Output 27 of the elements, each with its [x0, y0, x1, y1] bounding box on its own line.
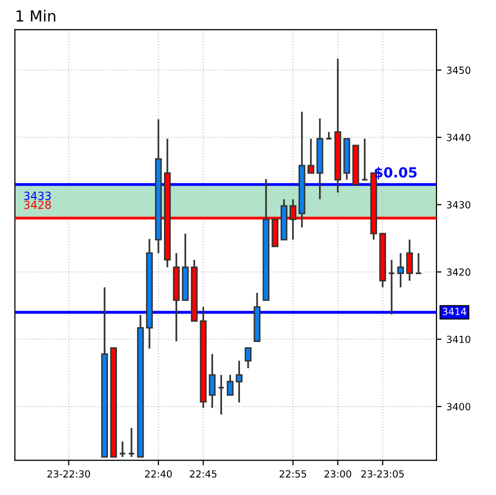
x-tick-label: 22:40 — [145, 470, 172, 478]
y-tick-label: 3420 — [446, 268, 470, 276]
y-tick-label: 3440 — [446, 134, 470, 142]
ref-line-label: 3433 — [24, 192, 51, 200]
y-tick-label: 3400 — [446, 402, 470, 410]
candlestick — [361, 138, 368, 181]
candlestick — [406, 238, 413, 282]
candlestick — [226, 374, 234, 396]
x-tick-label: 23-23:05 — [361, 470, 404, 478]
x-tick-label: 22:45 — [190, 470, 216, 478]
candlestick — [244, 347, 252, 369]
candlestick — [218, 374, 225, 416]
candlestick — [397, 252, 404, 288]
y-tick-label: 3430 — [446, 201, 470, 208]
candlestick — [308, 138, 314, 174]
x-tick-label: 23:00 — [324, 470, 352, 478]
candlestick — [388, 258, 396, 316]
ref-line-label: 3428 — [24, 200, 51, 210]
annotation: $0.05 — [374, 166, 417, 180]
y-tick-label: 3450 — [446, 66, 470, 74]
x-tick-label: 23-22:30 — [47, 470, 90, 478]
ref-line-label: 3414 — [442, 308, 466, 316]
chart-title: 1 Min — [16, 10, 56, 22]
candlestick — [236, 360, 243, 404]
y-tick-label: 3410 — [446, 336, 470, 344]
x-tick-label: 22:55 — [280, 470, 306, 478]
candlestick — [208, 353, 216, 409]
